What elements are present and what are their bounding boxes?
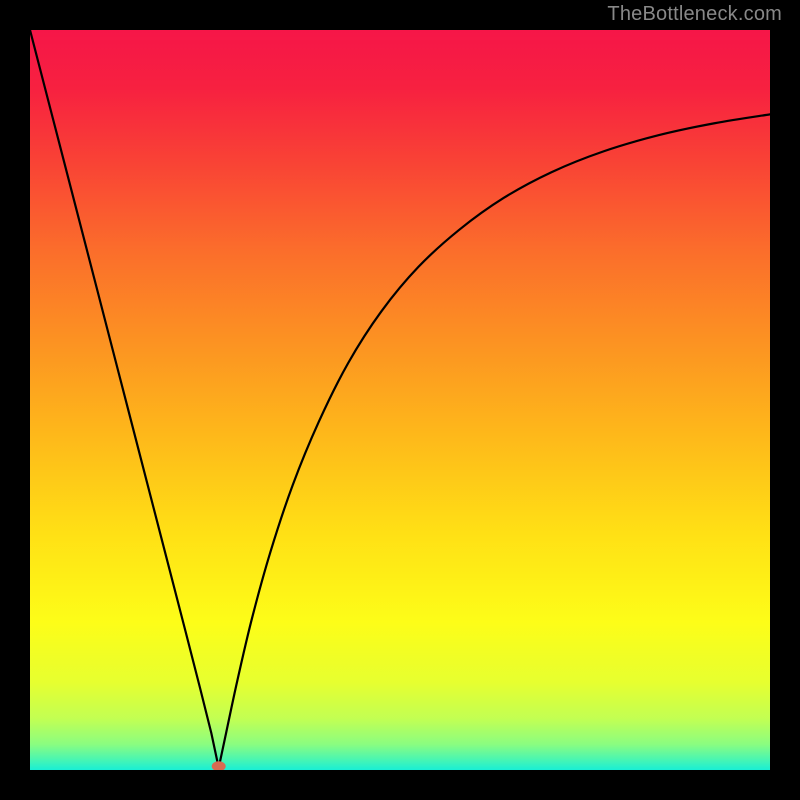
- vertex-marker: [212, 761, 226, 770]
- chart-plot-area: [30, 30, 770, 770]
- chart-curve-layer: [30, 30, 770, 770]
- bottleneck-curve: [30, 30, 770, 768]
- watermark-text: TheBottleneck.com: [607, 3, 782, 26]
